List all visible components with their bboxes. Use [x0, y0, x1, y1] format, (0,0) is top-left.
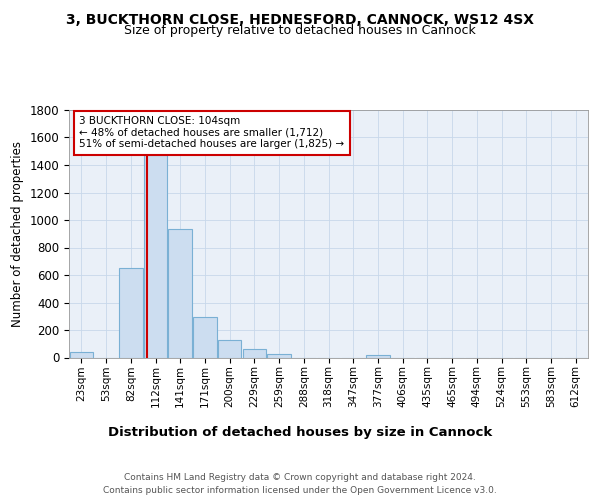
Bar: [242, 348, 266, 358]
Text: 3, BUCKTHORN CLOSE, HEDNESFORD, CANNOCK, WS12 4SX: 3, BUCKTHORN CLOSE, HEDNESFORD, CANNOCK,…: [66, 12, 534, 26]
Bar: [70, 352, 93, 358]
Text: Size of property relative to detached houses in Cannock: Size of property relative to detached ho…: [124, 24, 476, 37]
Bar: [144, 154, 167, 358]
Bar: [169, 229, 192, 358]
Bar: [218, 340, 241, 357]
Text: Contains HM Land Registry data © Crown copyright and database right 2024.
Contai: Contains HM Land Registry data © Crown c…: [103, 474, 497, 495]
Bar: [193, 317, 217, 358]
Y-axis label: Number of detached properties: Number of detached properties: [11, 141, 24, 327]
Bar: [268, 354, 291, 358]
Text: Distribution of detached houses by size in Cannock: Distribution of detached houses by size …: [108, 426, 492, 439]
Text: 3 BUCKTHORN CLOSE: 104sqm
← 48% of detached houses are smaller (1,712)
51% of se: 3 BUCKTHORN CLOSE: 104sqm ← 48% of detac…: [79, 116, 344, 150]
Bar: [119, 268, 143, 358]
Bar: [366, 356, 389, 358]
